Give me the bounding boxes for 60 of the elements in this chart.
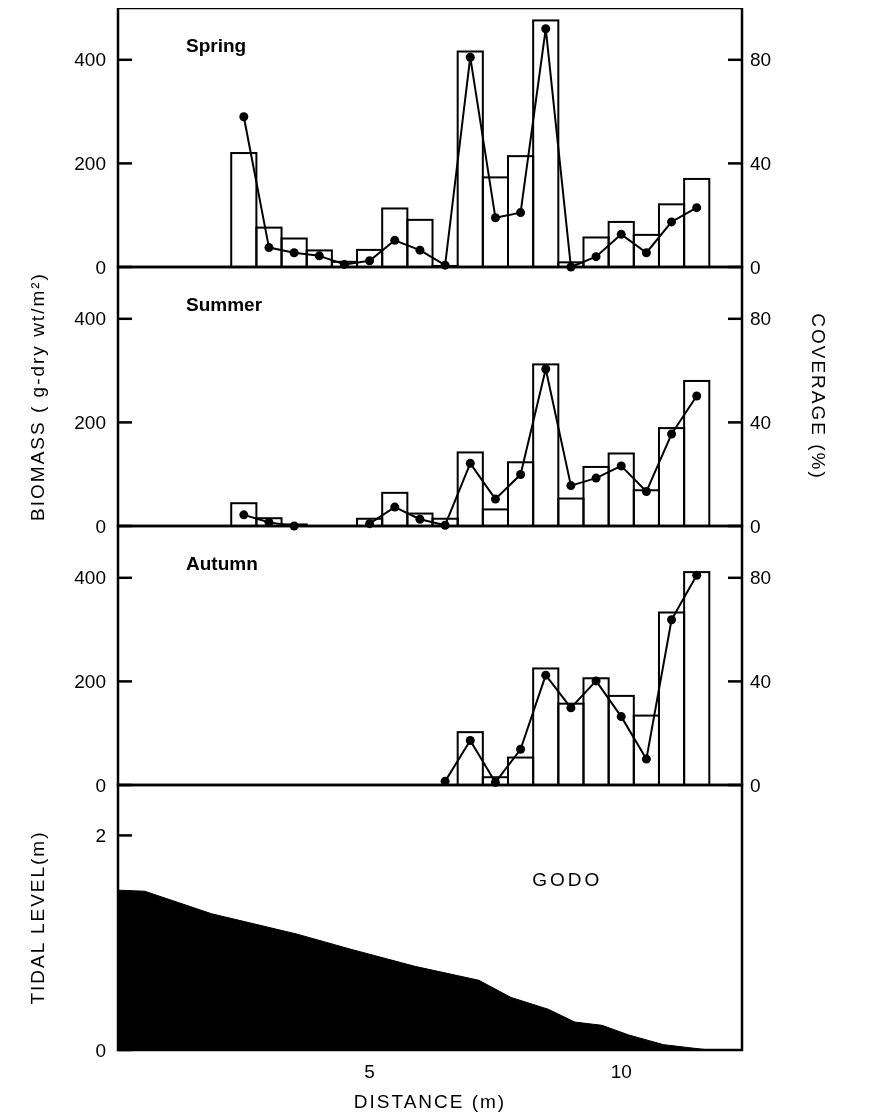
y-tick-label: 0 [95,256,106,278]
x-axis-title: DISTANCE (m) [353,1091,507,1112]
y-tick-label: 200 [74,412,106,434]
y2-tick-label: 40 [750,153,772,175]
y-tick-label: 200 [74,153,106,175]
point [667,429,677,439]
point [541,24,551,34]
point [692,203,702,213]
point [591,252,601,262]
y-tick-label: 400 [74,308,106,330]
x-tick-label: 10 [610,1061,632,1082]
y-tick-label: 0 [95,515,106,537]
point [490,213,500,223]
y-tick-label: 400 [74,49,106,71]
point [516,208,526,218]
text: Autumn [186,553,258,574]
point [667,615,677,625]
text: Summer [186,294,263,315]
y2-tick-label: 80 [750,567,772,589]
point [541,670,551,680]
x-tick-label: 5 [364,1061,375,1082]
text: Spring [186,35,247,56]
y-tick-label: 2 [95,825,106,847]
point [641,754,651,764]
y2-tick-label: 0 [750,774,761,796]
point [667,217,677,227]
point [390,235,400,245]
point [516,744,526,754]
y2-tick-label: 0 [750,515,761,537]
y2-tick-label: 40 [750,412,772,434]
annotation: GODO [532,868,603,890]
point [465,458,475,468]
y-tick-label: 400 [74,567,106,589]
point [465,735,475,745]
point [516,469,526,479]
point [465,52,475,62]
y2-tick-label: 40 [750,671,772,693]
y2-tick-label: 80 [750,49,772,71]
y2-axis-title: COVERAGE (%) [808,313,829,480]
y-tick-label: 200 [74,671,106,693]
point [541,364,551,374]
point [616,461,626,471]
y-tick-label: 0 [95,1039,106,1061]
point [692,570,702,580]
point [239,112,249,122]
point [641,487,651,497]
point [591,473,601,483]
point [490,494,500,504]
y-tick-label: 0 [95,774,106,796]
point [566,703,576,713]
point [616,712,626,722]
y2-tick-label: 80 [750,308,772,330]
point [415,245,425,255]
y-axis-title: BIOMASS ( g-dry wt/m²) [27,272,48,521]
point [591,676,601,686]
y-axis-title: TIDAL LEVEL(m) [27,830,48,1005]
point [692,391,702,401]
point [616,229,626,239]
y2-tick-label: 0 [750,256,761,278]
point [566,481,576,491]
